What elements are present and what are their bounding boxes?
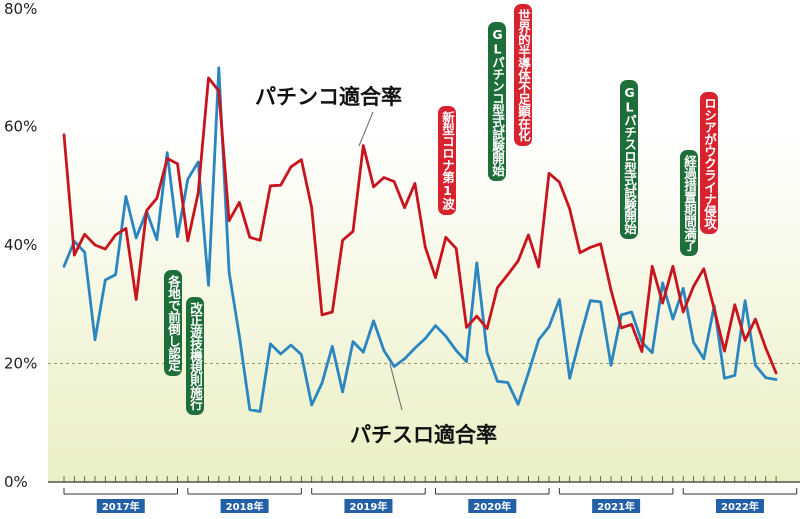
- year-band: [715, 499, 764, 513]
- pachinko-series-label: パチンコ適合率: [255, 85, 402, 109]
- y-axis: 0% 20% 40% 60% 80%: [4, 0, 37, 491]
- annotation-chip-shortage: 世界的半導体不足顕在化: [514, 4, 532, 146]
- annotation-covid-wave1: 新型コロナ第1波: [438, 106, 456, 215]
- annotation-gl-pachislot-test: GLパチスロ型式試験開始: [620, 80, 638, 239]
- y-tick-label: 0%: [4, 473, 28, 491]
- year-label: 2020年: [473, 500, 511, 513]
- year-label: 2019年: [350, 500, 388, 513]
- year-band: [220, 499, 269, 513]
- x-axis-ticks: [63, 476, 777, 482]
- year-label: 2022年: [721, 500, 759, 513]
- year-label: 2021年: [597, 500, 635, 513]
- year-band: [344, 499, 393, 513]
- annotation-russia-ukraine: ロシアがウクライナ侵攻: [700, 92, 718, 234]
- y-tick-label: 60%: [4, 118, 37, 136]
- year-bands: 2017年 2018年 2019年 2020年 2021年 2022年: [63, 488, 798, 513]
- y-tick-label: 80%: [4, 0, 37, 18]
- y-tick-label: 20%: [4, 355, 37, 373]
- pachislot-series-label: パチスロ適合率: [350, 423, 497, 447]
- annotation-transition-end: 経過措置期間満了: [680, 150, 698, 256]
- pachinko-series-line: [62, 76, 778, 375]
- year-band: [468, 499, 517, 513]
- year-band: [592, 499, 641, 513]
- annotation-gl-pachinko-test: GLパチンコ型式試験開始: [488, 22, 506, 181]
- series-lines: [62, 66, 778, 413]
- year-label: 2018年: [226, 500, 264, 513]
- y-tick-label: 40%: [4, 236, 37, 254]
- annotation-revised-rules: 改正遊技機規則施行: [186, 297, 204, 415]
- year-band: [96, 499, 145, 513]
- year-label: 2017年: [102, 500, 140, 513]
- annotation-early-approval: 各地で前倒し認定: [164, 270, 182, 376]
- pachinko-label-leader: [358, 111, 374, 147]
- pachislot-label-leader: [389, 363, 403, 411]
